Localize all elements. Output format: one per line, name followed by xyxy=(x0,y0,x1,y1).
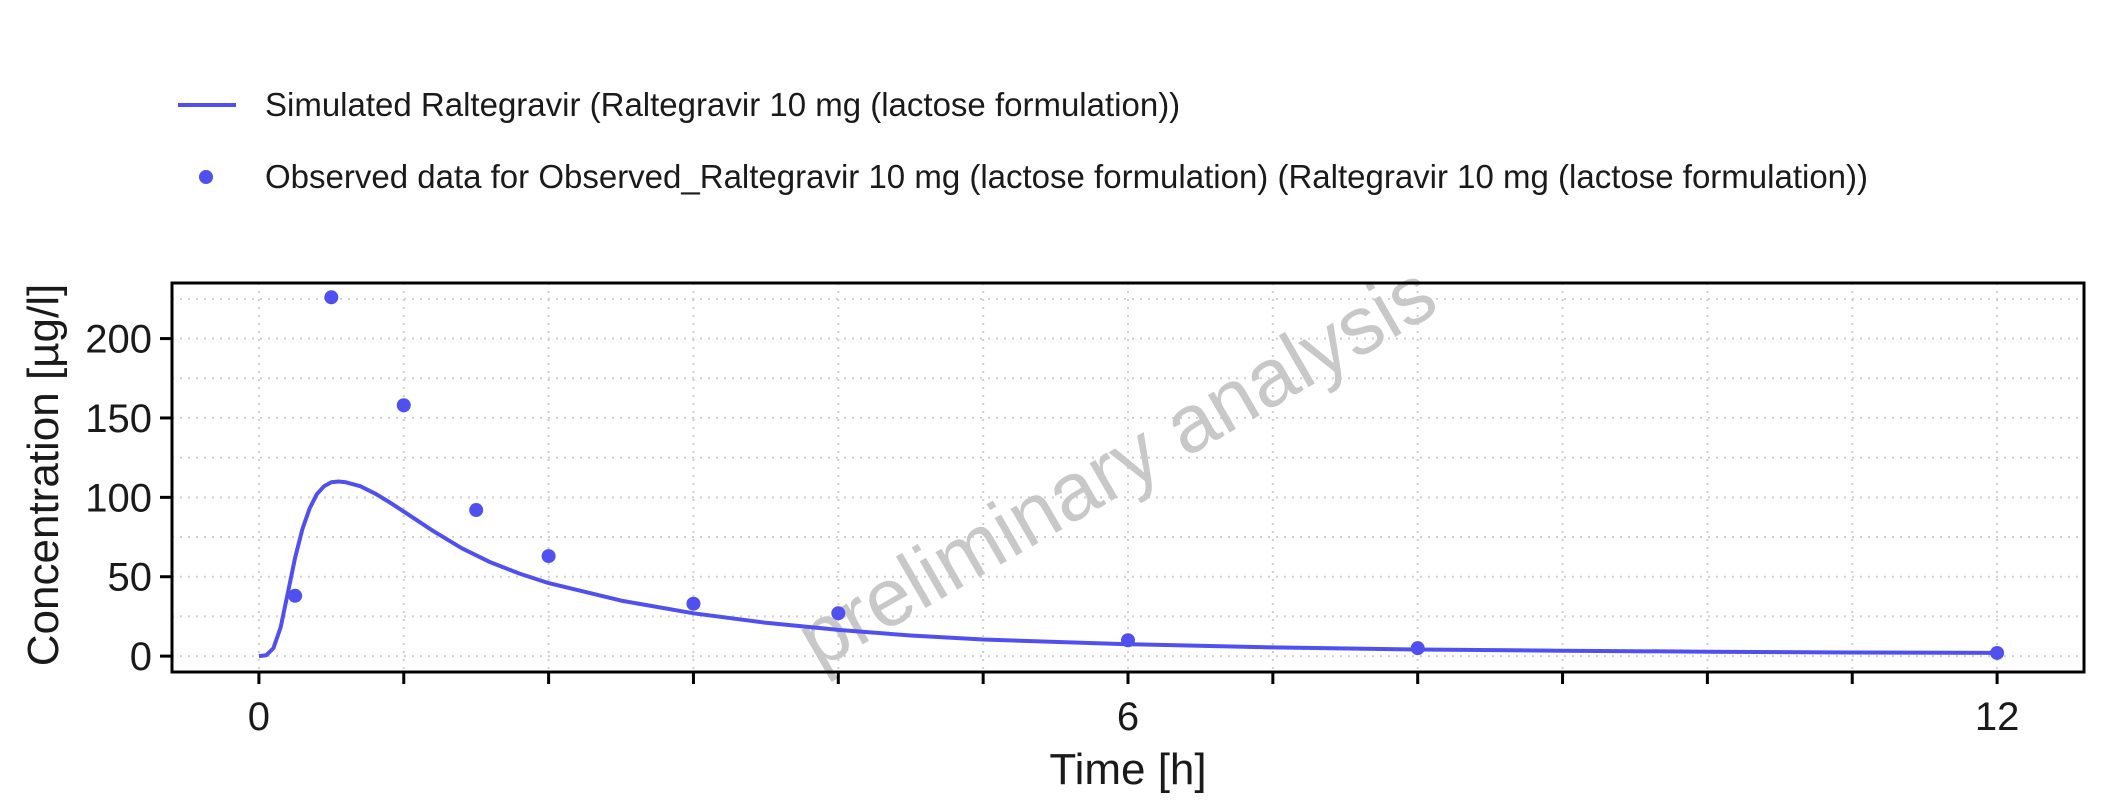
axes: 0 6 12 0 50 100 150 200 xyxy=(85,318,2019,739)
legend-label-simulated: Simulated Raltegravir (Raltegravir 10 mg… xyxy=(265,86,1181,123)
observed-point xyxy=(831,606,846,621)
observed-point xyxy=(324,290,339,305)
y-axis-title: Concentration [µg/l] xyxy=(19,284,68,666)
y-tick-label: 200 xyxy=(85,318,152,362)
x-tick-label: 6 xyxy=(1117,695,1139,739)
series-layer xyxy=(258,290,2005,660)
observed-point xyxy=(288,588,303,603)
watermark-text: preliminary analysis xyxy=(782,247,1451,686)
x-tick-label: 0 xyxy=(248,695,270,739)
simulated-line xyxy=(258,479,1998,659)
x-axis-title: Time [h] xyxy=(1049,745,1206,794)
observed-point xyxy=(396,398,411,413)
observed-point xyxy=(1410,641,1425,656)
x-tick-label: 12 xyxy=(1975,695,2020,739)
observed-point xyxy=(1121,633,1135,648)
legend-label-observed: Observed data for Observed_Raltegravir 1… xyxy=(265,158,1868,195)
y-tick-label: 150 xyxy=(85,397,152,441)
observed-point xyxy=(686,596,701,611)
observed-point xyxy=(1990,645,2005,660)
y-tick-label: 0 xyxy=(130,635,152,679)
legend-line-symbol xyxy=(178,103,236,107)
grid xyxy=(172,283,2084,672)
y-tick-label: 50 xyxy=(108,556,153,600)
observed-point xyxy=(541,549,556,564)
legend-point-symbol xyxy=(199,170,213,184)
y-tick-label: 100 xyxy=(85,476,152,520)
observed-point xyxy=(469,503,484,518)
